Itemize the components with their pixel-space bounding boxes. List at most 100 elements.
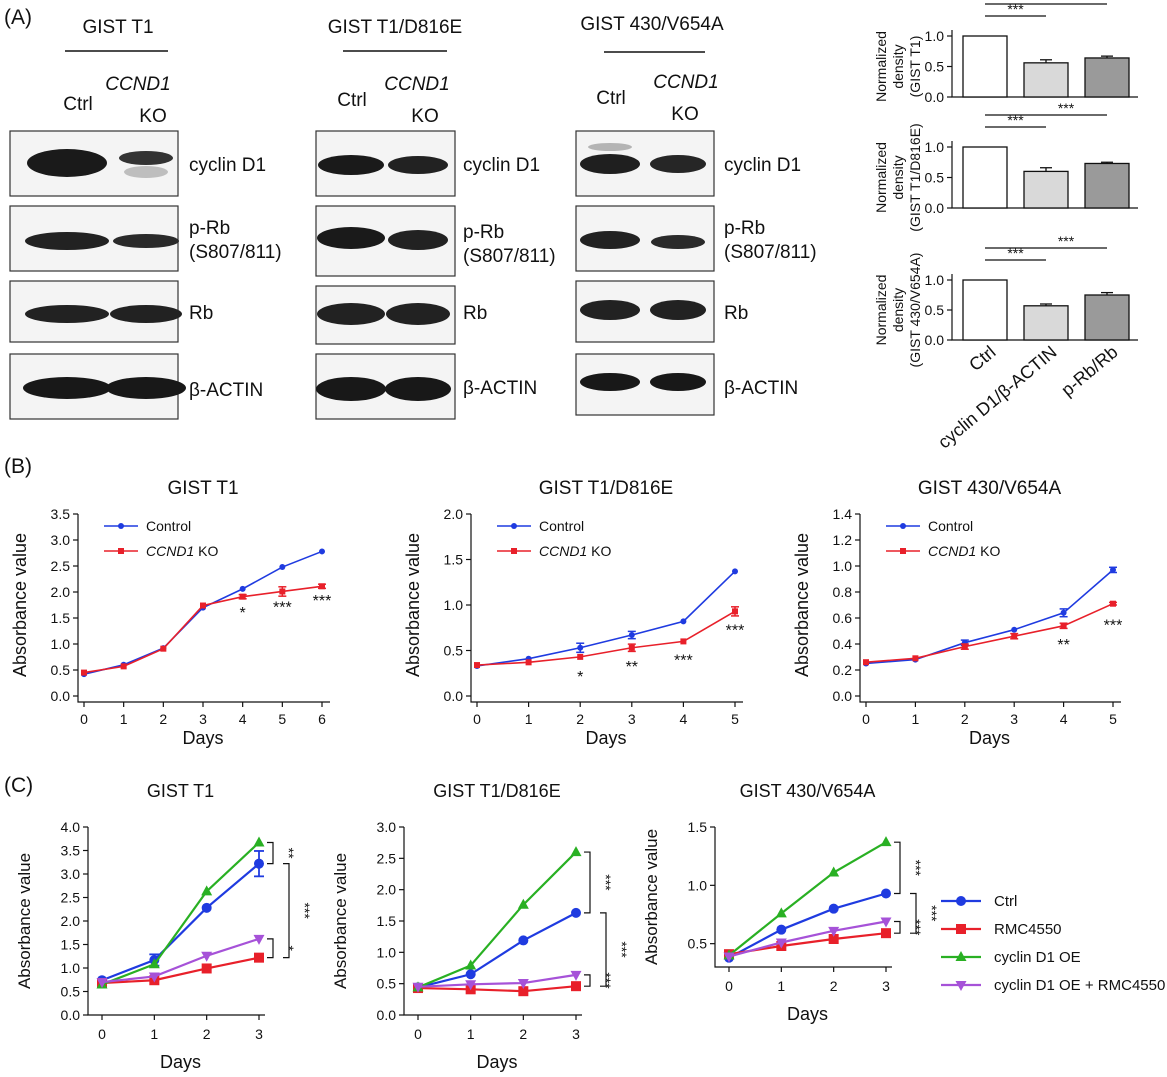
bar xyxy=(962,35,1008,98)
legend-label-suffix: KO xyxy=(587,543,611,559)
line-chart-b2: GIST T1/D816E 0.0 0.5 1.0 1.5 2.0 0 1 2 3 4 5 Days Ab… xyxy=(403,478,744,748)
x-axis-label: Days xyxy=(160,1052,201,1072)
data-point xyxy=(253,836,265,847)
series-line xyxy=(101,862,260,982)
data-point xyxy=(732,608,738,615)
lane-label-ko: KO xyxy=(411,106,438,127)
row-label-actin: β-ACTIN xyxy=(463,378,537,399)
y-tick-label: 1.0 xyxy=(925,272,945,288)
blot-row-labels-3: cyclin D1 p-Rb (S807/811) Rb β-ACTIN xyxy=(724,155,817,399)
y-axis-label: Normalized density (GIST T1/D816E) xyxy=(873,123,923,231)
y-tick-label: 0.5 xyxy=(51,662,71,678)
axis-line xyxy=(859,514,1121,703)
data-point xyxy=(239,593,246,600)
x-axis-label: Days xyxy=(969,728,1010,748)
legend-label-gene: CCND1 xyxy=(146,543,194,559)
y-tick-label: 1.0 xyxy=(688,877,708,893)
chart-title: GIST T1 xyxy=(147,781,214,801)
significance-label: * xyxy=(240,605,246,622)
data-point xyxy=(881,928,891,939)
y-tick-label: 0.0 xyxy=(444,688,464,704)
x-tick-label: 4 xyxy=(680,711,688,727)
y-tick-label: 1.5 xyxy=(51,610,71,626)
significance-label: * xyxy=(577,669,583,686)
x-tick-label: 1 xyxy=(777,978,785,994)
x-tick-label: Ctrl xyxy=(965,342,999,375)
axis-line xyxy=(87,827,265,1016)
y-tick-label: 0.5 xyxy=(925,170,945,186)
legend-label: cyclin D1 OE + RMC4550 xyxy=(994,977,1165,994)
legend-marker xyxy=(956,924,966,934)
y-tick-label: 2.0 xyxy=(51,584,71,600)
row-label-prb: p-Rb xyxy=(724,218,765,239)
data-point xyxy=(319,583,325,590)
legend-marker xyxy=(956,896,966,906)
series-line xyxy=(728,920,887,958)
data-point xyxy=(96,978,108,989)
sig-label: *** xyxy=(1007,1,1024,17)
legend-label: CCND1 KO xyxy=(539,543,611,559)
data-point xyxy=(628,632,635,639)
x-tick-label: 0 xyxy=(98,1026,106,1042)
bar xyxy=(1084,294,1130,341)
y-tick-label: 0.0 xyxy=(61,1007,81,1023)
x-tick-label: 2 xyxy=(203,1026,211,1042)
panel-label-b: (B) xyxy=(4,455,32,478)
significance-label: ** xyxy=(626,659,638,676)
blot-group-gist-430-v654a: GIST 430/V654A Ctrl CCND1 KO xyxy=(575,14,724,416)
x-tick-label: 5 xyxy=(1109,711,1117,727)
lane-label-ctrl: Ctrl xyxy=(63,94,93,115)
row-label-actin: β-ACTIN xyxy=(724,378,798,399)
y-label-line: (GIST T1) xyxy=(907,36,923,98)
data-point xyxy=(863,659,869,666)
row-label-cyclin-d1: cyclin D1 xyxy=(463,155,540,176)
x-tick-label: 5 xyxy=(278,711,286,727)
x-axis-label: Days xyxy=(787,1004,828,1024)
data-point xyxy=(120,663,127,670)
x-axis-label: Days xyxy=(182,728,223,748)
y-tick-label: 1.4 xyxy=(833,506,853,522)
panel-label-a: (A) xyxy=(4,6,32,29)
sig-bracket xyxy=(267,938,274,959)
significance-label: *** xyxy=(313,593,332,610)
x-axis-label: Days xyxy=(476,1052,517,1072)
x-tick-label: 3 xyxy=(572,1026,580,1042)
line-chart-b3: GIST 430/V654A 0.0 0.2 0.4 0.6 0.8 1.0 1.2 1.4 0 1… xyxy=(792,478,1122,748)
data-point xyxy=(518,986,529,997)
y-tick-label: 0.8 xyxy=(833,584,853,600)
row-label-prb-site: (S807/811) xyxy=(724,242,817,263)
y-tick-label: 0.5 xyxy=(925,302,945,318)
y-tick-label: 0.5 xyxy=(61,984,81,1000)
x-tick-label: 2 xyxy=(830,978,838,994)
x-tick-label: 0 xyxy=(725,978,733,994)
blot-row-labels-1: cyclin D1 p-Rb (S807/811) Rb β-ACTIN xyxy=(189,155,282,401)
sig-bracket xyxy=(584,974,591,987)
data-point xyxy=(517,898,529,909)
x-tick-label: 4 xyxy=(239,711,247,727)
y-axis-label: Absorbance value xyxy=(331,853,350,989)
data-point xyxy=(1110,566,1116,573)
row-label-rb: Rb xyxy=(463,303,487,324)
x-tick-label: 0 xyxy=(80,711,88,727)
data-point xyxy=(81,669,87,676)
y-label-line: density xyxy=(890,44,906,88)
sig-label: *** xyxy=(1058,233,1075,249)
legend-label: Ctrl xyxy=(994,893,1017,910)
y-label-line: Normalized xyxy=(873,275,889,346)
y-tick-label: 0.0 xyxy=(833,688,853,704)
y-tick-label: 1.0 xyxy=(444,597,464,613)
bar xyxy=(962,279,1008,341)
significance-label: *** xyxy=(674,653,693,670)
data-point xyxy=(577,653,584,660)
x-tick-label: p-Rb/Rb xyxy=(1057,342,1121,400)
y-tick-label: 0.5 xyxy=(688,936,708,952)
data-point xyxy=(571,981,581,992)
y-label-line: Normalized xyxy=(873,31,889,102)
bar xyxy=(1084,162,1130,209)
y-tick-label: 3.5 xyxy=(51,506,71,522)
y-tick-label: 1.0 xyxy=(925,28,945,44)
sig-bracket xyxy=(600,912,607,987)
y-axis-label: Normalized density (GIST T1) xyxy=(873,31,923,102)
y-tick-label: 1.0 xyxy=(925,139,945,155)
sig-label: *** xyxy=(924,905,940,922)
